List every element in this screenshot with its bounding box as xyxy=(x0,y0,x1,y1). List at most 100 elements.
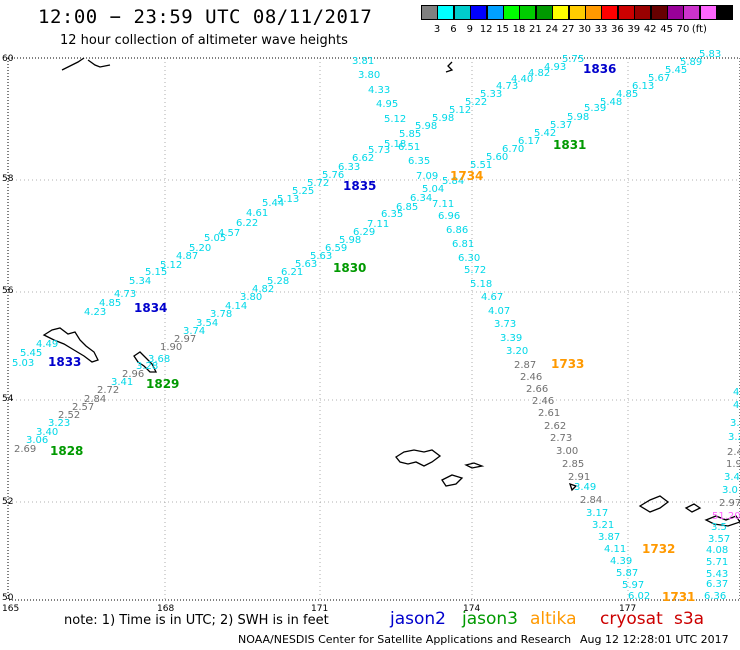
legend-label: 45 xyxy=(660,24,673,35)
wave-height-value: 5.85 xyxy=(399,129,421,140)
island-kommandorsky-2 xyxy=(133,351,158,373)
wave-height-value: 51.20 xyxy=(712,511,740,522)
lon-label-168: 168 xyxy=(157,604,174,614)
wave-height-value: 3.23 xyxy=(48,418,70,429)
map-subtitle: 12 hour collection of altimeter wave hei… xyxy=(60,33,348,48)
wave-height-value: 5.51 xyxy=(470,160,492,171)
wave-height-value: 2.72 xyxy=(97,385,119,396)
island-near xyxy=(638,495,670,513)
wave-height-value: 5.72 xyxy=(464,265,486,276)
wave-height-value: 3.80 xyxy=(240,292,262,303)
wave-height-value: 4.11 xyxy=(604,544,626,555)
wave-height-value: 6.85 xyxy=(396,202,418,213)
wave-height-value: 5.89 xyxy=(680,57,702,68)
wave-height-value: 4.85 xyxy=(616,89,638,100)
wave-height-value: 5.98 xyxy=(339,235,361,246)
wave-height-value: 5.39 xyxy=(584,103,606,114)
lat-label-50: 50 xyxy=(2,593,14,603)
wave-height-value: 7.09 xyxy=(416,171,438,182)
wave-height-value: 4.87 xyxy=(176,251,198,262)
wave-height-value: 6.30 xyxy=(458,253,480,264)
wave-height-value: 4.73 xyxy=(114,289,136,300)
lat-label-58: 58 xyxy=(2,174,14,184)
pass-number-label: 1833 xyxy=(48,355,81,369)
sat-s3a-label: s3a xyxy=(674,609,705,629)
lon-label-177: 177 xyxy=(619,604,636,614)
wave-height-value: 3.21 xyxy=(592,520,614,531)
lon-label-171: 171 xyxy=(311,604,328,614)
island-kommandorsky-1 xyxy=(42,327,99,363)
wave-height-value: 4.73 xyxy=(496,81,518,92)
wave-height-value: 6.70 xyxy=(502,144,524,155)
wave-height-value: 6.51 xyxy=(398,142,420,153)
wave-height-value: 7.11 xyxy=(367,219,389,230)
wave-height-value: 5.22 xyxy=(465,97,487,108)
wave-height-value: 3.78 xyxy=(210,309,232,320)
lat-label-60: 60 xyxy=(2,54,14,64)
wave-height-value: 5.97 xyxy=(622,580,644,591)
wave-height-value: 5.33 xyxy=(480,89,502,100)
wave-height-value: 5.42 xyxy=(534,128,556,139)
wave-height-value: 3.5 xyxy=(711,522,727,533)
legend-label: 27 xyxy=(561,24,575,35)
wave-height-value: 5.34 xyxy=(129,276,151,287)
wave-height-value: 4.19 xyxy=(733,400,740,411)
wave-height-value: 5.60 xyxy=(486,152,508,163)
wave-height-value: 7.11 xyxy=(432,199,454,210)
wave-height-value: 5.67 xyxy=(648,73,670,84)
legend-label: 30 xyxy=(578,24,591,35)
sat-altika-label: altika xyxy=(530,609,577,629)
wave-height-value: 3.4 xyxy=(724,472,740,483)
wave-height-value: 2.4 xyxy=(727,447,740,458)
wave-height-value: 5.75 xyxy=(562,54,584,65)
pass-number-label: 1834 xyxy=(134,301,167,315)
legend-label: 18 xyxy=(512,24,526,35)
sat-jason3-label: jason3 xyxy=(462,609,518,629)
wave-height-value: 6.34 xyxy=(410,193,432,204)
wave-height-value: 5.18 xyxy=(384,139,406,150)
wave-height-value: 5.48 xyxy=(600,97,622,108)
lat-label-54: 54 xyxy=(2,394,14,404)
wave-height-value: 3.20 xyxy=(506,346,528,357)
wave-height-value: 5.84 xyxy=(442,176,464,187)
wave-height-value: 5.98 xyxy=(415,121,437,132)
wave-height-value: 1.90 xyxy=(160,342,182,353)
wave-height-value: 6.62 xyxy=(352,153,374,164)
wave-height-value: 2.87 xyxy=(514,360,536,371)
legend-color-box xyxy=(716,5,734,20)
wave-height-value: 2.91 xyxy=(568,472,590,483)
wave-height-value: 6.22 xyxy=(236,218,258,229)
wave-height-value: 4.14 xyxy=(225,301,247,312)
wave-height-value: 4.57 xyxy=(218,228,240,239)
wave-height-value: 3.54 xyxy=(196,318,218,329)
wave-height-value: 3.49 xyxy=(574,482,596,493)
wave-height-value: 3.81 xyxy=(352,56,374,67)
wave-height-value: 3.17 xyxy=(586,508,608,519)
lon-label-174: 174 xyxy=(463,604,480,614)
legend-label: 33 xyxy=(594,24,608,35)
wave-height-value: 6.36 xyxy=(704,591,726,602)
pass-number-label: 1829 xyxy=(146,377,179,391)
legend-label: (ft) xyxy=(691,24,707,35)
wave-height-value: 6.02 xyxy=(628,591,650,602)
wave-height-value: 6.29 xyxy=(353,227,375,238)
wave-height-value: 4.40 xyxy=(511,74,533,85)
island-rat-2 xyxy=(441,474,464,487)
pass-number-label: 1831 xyxy=(553,138,586,152)
island-andreanof xyxy=(684,503,740,527)
credit-text: NOAA/NESDIS Center for Satellite Applica… xyxy=(238,633,572,646)
wave-height-value: 3.00 xyxy=(556,446,578,457)
pass-number-label: 1828 xyxy=(50,444,83,458)
pass-number-label: 1835 xyxy=(343,179,376,193)
wave-height-value: 3.73 xyxy=(494,319,516,330)
wave-height-value: 2.57 xyxy=(72,402,94,413)
wave-height-value: 2.84 xyxy=(84,394,106,405)
wave-height-value: 5.63 xyxy=(310,251,332,262)
legend-label: 24 xyxy=(545,24,559,35)
wave-height-value: 5.03 xyxy=(12,358,34,369)
wave-height-value: 2.61 xyxy=(538,408,560,419)
island-rat-3 xyxy=(464,462,485,469)
wave-height-value: 2.84 xyxy=(580,495,602,506)
wave-height-value: 2.73 xyxy=(550,433,572,444)
